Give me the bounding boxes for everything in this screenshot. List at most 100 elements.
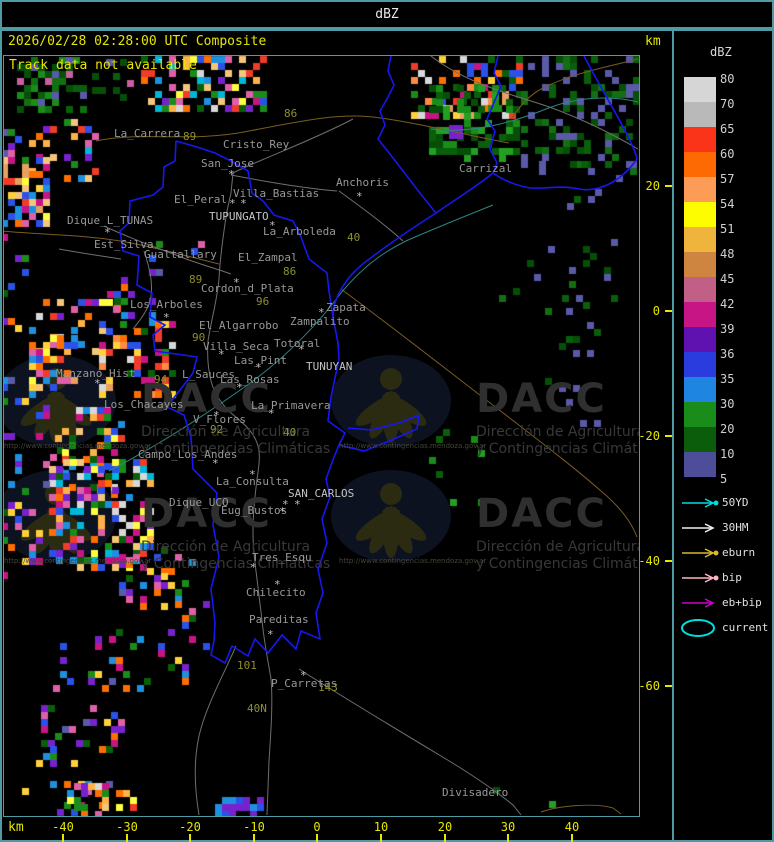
route-number-label: 143 <box>318 681 338 694</box>
town-label: Los_Chacayes <box>104 398 184 411</box>
x-axis-tick <box>571 834 573 842</box>
town-marker: * <box>236 381 243 394</box>
boundary-line <box>332 56 502 318</box>
route-number-label: 86 <box>284 107 298 120</box>
boundary-line <box>175 140 340 360</box>
50YD-arrowhead <box>704 498 715 508</box>
town-label: Campo_Los_Andes <box>138 448 238 461</box>
dbz-scale-label: 36 <box>720 347 735 361</box>
dbz-scale-swatch <box>684 252 716 277</box>
river-line <box>430 97 639 131</box>
watermark-brand: DACC <box>476 376 607 422</box>
town-label: Dique_L_TUNAS <box>67 214 154 227</box>
route-number-label: 86 <box>283 265 297 278</box>
route-line <box>340 288 638 538</box>
dbz-scale-label: 60 <box>720 147 735 161</box>
town-label: Cristo_Rey <box>223 138 290 151</box>
town-label: Dique_UCO <box>169 496 229 509</box>
town-label: Las_Rosas <box>220 373 280 386</box>
town-label: La_Consulta <box>216 475 289 488</box>
watermark-subtitle: y Contingencias Climáticas <box>141 556 331 572</box>
x-axis-tick <box>316 834 318 842</box>
legend-symbol-label: eb+bip <box>722 596 762 609</box>
eburn-dot-icon <box>713 550 719 556</box>
road-line <box>194 645 237 816</box>
town-label: L_Sauces <box>182 368 235 381</box>
y-axis-tick <box>665 310 672 312</box>
50YD-dot-icon <box>713 500 719 506</box>
timestamp-label: 2026/02/28 02:28:00 UTC Composite <box>8 34 267 49</box>
dbz-scale-label: 45 <box>720 272 735 286</box>
x-axis-tick-label: 40 <box>564 820 580 834</box>
dbz-scale-swatch <box>684 102 716 127</box>
town-label: Pareditas <box>249 613 309 626</box>
x-axis-tick <box>126 834 128 842</box>
town-marker: * <box>294 498 301 511</box>
watermark-url: http://www.contingencias.mendoza.gov.ar <box>4 442 152 450</box>
route-line <box>540 804 622 815</box>
eburn-arrowhead <box>704 548 715 558</box>
town-marker: * <box>250 561 257 574</box>
legend-symbol-label: 30HM <box>722 521 749 534</box>
watermark-url: http://www.contingencias.mendoza.gov.ar <box>4 557 152 565</box>
legend-symbols-layer <box>681 498 719 637</box>
route-number-label: 90 <box>192 331 206 344</box>
watermark-subtitle: Dirección de Agricultura <box>141 539 311 555</box>
x-axis-tick <box>62 834 64 842</box>
route-number-label: 92 <box>210 423 224 436</box>
watermark-subtitle: Dirección de Agricultura <box>476 539 640 555</box>
town-label: V_Flores <box>193 413 246 426</box>
town-label: Zampalito <box>290 315 350 328</box>
radar-map: DACC Dirección de Agricultura y Contingenc… <box>3 55 640 817</box>
legend-symbol-label: 50YD <box>722 496 749 509</box>
road-line <box>103 225 232 275</box>
town-marker: * <box>228 168 235 181</box>
dbz-scale-label: 20 <box>720 422 735 436</box>
town-marker: * <box>212 457 219 470</box>
watermark-subtitle: y Contingencias Climáticas <box>476 441 639 457</box>
route-number-label: 40 <box>347 231 361 244</box>
dbz-scale-label: 35 <box>720 372 735 386</box>
x-axis-tick <box>507 834 509 842</box>
y-axis-tick <box>665 435 672 437</box>
town-marker: * <box>94 377 101 390</box>
bip-arrowhead <box>704 573 715 583</box>
town-marker: * <box>279 505 286 518</box>
x-axis-tick-label: -40 <box>52 820 74 834</box>
town-marker: * <box>269 219 276 232</box>
dbz-scale-swatch <box>684 127 716 152</box>
main-frame <box>0 29 774 842</box>
boundary-line <box>327 358 420 452</box>
dbz-scale-label: 51 <box>720 222 735 236</box>
x-axis-tick-label: 10 <box>373 820 389 834</box>
y-axis-tick <box>665 185 672 187</box>
town-label: El_Zampal <box>238 251 298 264</box>
y-axis-tick-label: -40 <box>638 554 660 568</box>
dbz-scale-swatch <box>684 77 716 102</box>
town-label: Eug_Bustos <box>221 504 288 517</box>
dbz-scale-swatch <box>684 452 716 477</box>
town-label: Gualtallary <box>144 248 217 261</box>
x-axis-unit-label: km <box>8 820 24 835</box>
dbz-scale-swatch <box>684 177 716 202</box>
town-label: Villa_Bastias <box>233 187 320 200</box>
x-axis-tick-label: -20 <box>179 820 201 834</box>
bip-dot-icon <box>713 575 719 581</box>
town-label: Zapata <box>326 301 366 314</box>
y-axis-tick <box>665 685 672 687</box>
town-label: TUNUYAN <box>306 360 353 373</box>
road-line <box>207 118 354 816</box>
route-line <box>4 230 220 265</box>
dbz-scale-swatch <box>684 202 716 227</box>
x-axis-tick-label: 20 <box>437 820 453 834</box>
dbz-scale-label: 65 <box>720 122 735 136</box>
town-marker: * <box>255 361 262 374</box>
dbz-scale-label: 48 <box>720 247 735 261</box>
dbz-scale-label: 30 <box>720 397 735 411</box>
current-ellipse-icon <box>681 619 715 637</box>
watermark-url: http://www.contingencias.mendoza.gov.ar <box>339 442 487 450</box>
eb+bip-arrowhead <box>704 598 715 608</box>
watermark-subtitle: y Contingencias Climáticas <box>476 556 639 572</box>
town-marker: * <box>356 190 363 203</box>
town-label: Anchoris <box>336 176 389 189</box>
